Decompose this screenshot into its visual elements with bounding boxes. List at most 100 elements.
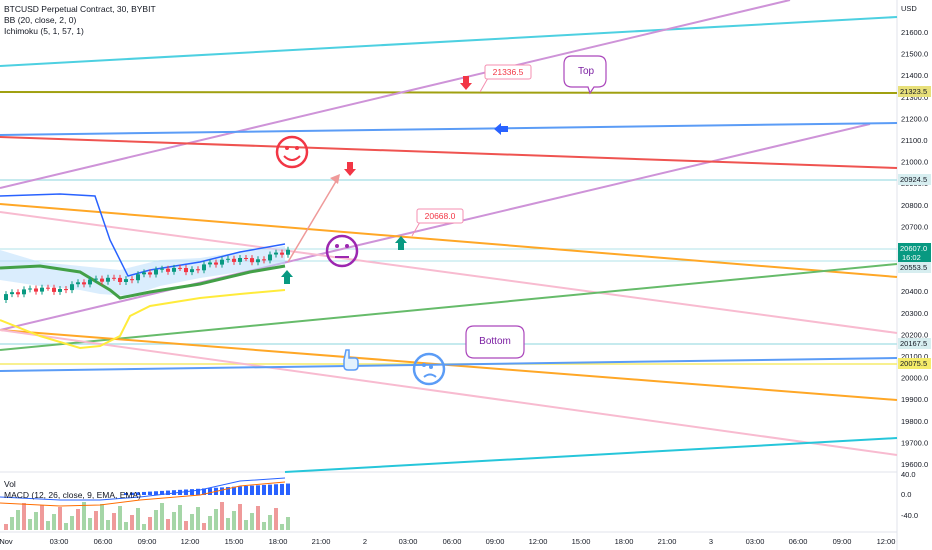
volume-bar [130, 515, 134, 530]
time-axis-tick: 2 [363, 537, 367, 546]
price-marker-bg [898, 358, 931, 369]
candlestick-series[interactable] [4, 246, 290, 303]
trendline-red[interactable] [0, 136, 898, 169]
price-axis-tick: 19600.0 [901, 460, 928, 469]
time-axis[interactable]: Nov 03:00 06:00 09:00 12:00 15:00 18:00 21:00 2 0… [0, 537, 895, 546]
trendline-orange-upper[interactable] [0, 203, 898, 278]
macd-histogram-bar [190, 489, 194, 495]
candle-body [208, 262, 212, 265]
trendline-pink-lower[interactable] [0, 329, 898, 456]
bubble-bottom[interactable]: Bottom [465, 325, 525, 359]
candle-body [130, 279, 134, 281]
bubble-top[interactable]: Top [563, 55, 607, 95]
candle-body [148, 272, 152, 275]
macd-histogram-bar [244, 486, 248, 495]
volume-bar [244, 520, 248, 530]
candle-body [136, 274, 140, 281]
price-axis-tick: 19800.0 [901, 417, 928, 426]
volume-bar [94, 511, 98, 530]
candle-body [286, 249, 290, 255]
volume-bar [34, 512, 38, 530]
trendline-cyan-bottom[interactable] [284, 437, 898, 473]
macd-histogram-bar [166, 490, 170, 495]
macd-histogram-bar [238, 486, 242, 495]
trendline-pink-upper[interactable] [0, 211, 898, 334]
candle-body [160, 268, 164, 270]
price-axis-tick: 21000.0 [901, 158, 928, 167]
level-line-21323[interactable] [0, 91, 898, 94]
volume-bar [280, 524, 284, 530]
price-axis-tick: 20100.0 [901, 352, 928, 361]
candle-body [70, 284, 74, 291]
ichimoku-legend[interactable]: Ichimoku (5, 1, 57, 1) [4, 26, 84, 36]
confused-face-icon[interactable] [412, 352, 446, 386]
candle-body [88, 279, 92, 285]
bb-upper-line [0, 193, 286, 277]
time-axis-tick: 21:00 [658, 537, 677, 546]
arrow-down-icon [460, 76, 472, 90]
volume-bar [28, 519, 32, 530]
volume-bar [238, 504, 242, 530]
volume-bar [64, 523, 68, 530]
time-axis-tick: 03:00 [50, 537, 69, 546]
candle-body [76, 282, 80, 285]
price-axis-tick: 20000.0 [901, 374, 928, 383]
price-axis-tick: 20200.0 [901, 330, 928, 339]
volume-bar [76, 509, 80, 530]
trendline-blue-upper[interactable] [0, 122, 898, 136]
volume-bar [40, 505, 44, 530]
candle-body [256, 259, 260, 263]
trendline-purple-upper[interactable] [0, 0, 791, 189]
volume-legend[interactable]: Vol [4, 479, 16, 489]
neutral-face-icon[interactable] [325, 234, 359, 268]
trendline-purple-lower[interactable] [0, 123, 871, 331]
price-marker-label: 21323.5 [900, 87, 927, 96]
time-axis-tick: 06:00 [94, 537, 113, 546]
candle-body [124, 279, 128, 282]
pointing-hand-icon[interactable] [343, 349, 359, 371]
volume-bar [184, 521, 188, 530]
volume-bar [160, 503, 164, 530]
arrow-line-annotation[interactable] [287, 177, 339, 263]
volume-bar [118, 506, 122, 530]
price-axis-tick: 19700.0 [901, 438, 928, 447]
price-callout-20668[interactable]: 20668.0 [411, 208, 464, 237]
bb-legend[interactable]: BB (20, close, 2, 0) [4, 15, 77, 25]
macd-histogram-bar [250, 485, 254, 495]
trendline-blue-lower[interactable] [0, 357, 898, 372]
macd-histogram-bar [136, 492, 140, 495]
volume-axis-tick: 40.0 [901, 470, 916, 479]
volume-bar [4, 524, 8, 530]
volume-bar [16, 510, 20, 530]
macd-histogram-bar [124, 493, 128, 495]
candle-body [106, 277, 110, 282]
price-callout-text: 20668.0 [425, 211, 456, 221]
volume-axis-tick: -40.0 [901, 511, 918, 520]
symbol-legend[interactable]: BTCUSD Perpetual Contract, 30, BYBIT [4, 4, 156, 14]
macd-histogram-bar [280, 483, 284, 495]
macd-histogram-bar [208, 488, 212, 495]
price-axis-currency: USD [901, 4, 917, 13]
arrow-down-icon [344, 162, 356, 176]
time-axis-tick: 12:00 [181, 537, 200, 546]
price-marker-bg [898, 262, 931, 273]
volume-bar [52, 514, 56, 530]
price-callout-21336[interactable]: 21336.5 [479, 64, 532, 93]
smile-face-icon[interactable] [275, 135, 309, 169]
candle-body [10, 292, 14, 295]
volume-bar [286, 517, 290, 530]
time-axis-tick: 21:00 [312, 537, 331, 546]
macd-legend[interactable]: MACD (12, 26, close, 9, EMA, EMA) [4, 490, 141, 500]
volume-bar [178, 505, 182, 530]
macd-line [0, 477, 286, 501]
price-axis-tick: 19900.0 [901, 395, 928, 404]
candle-body [196, 269, 200, 271]
volume-bar [70, 516, 74, 530]
trendline-cyan-top[interactable] [0, 16, 898, 67]
volume-axis-tick: 0.0 [901, 490, 911, 499]
trendline-green[interactable] [0, 263, 898, 351]
price-marker-countdown: 16:02 [902, 253, 921, 262]
arrow-up-icon [281, 270, 293, 284]
